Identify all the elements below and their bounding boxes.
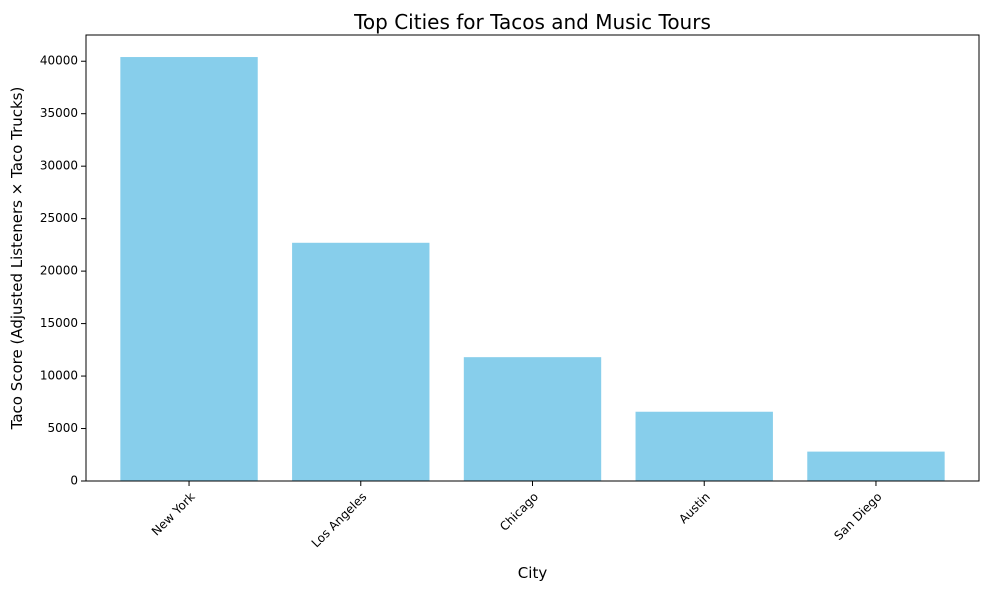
y-axis-label: Taco Score (Adjusted Listeners × Taco Tr…: [8, 87, 26, 431]
y-tick-label: 5000: [47, 421, 78, 435]
x-tick-label: Los Angeles: [309, 490, 370, 551]
bars-layer: [120, 57, 945, 481]
plot-frame: [85, 34, 980, 482]
bar-austin: [635, 411, 773, 481]
x-ticks: New York Los Angeles Chicago Austin San Dieg…: [149, 481, 885, 550]
y-tick-label: 20000: [40, 264, 78, 278]
bar-san-diego: [807, 451, 945, 481]
y-tick-label: 35000: [40, 106, 78, 120]
y-tick-label: 10000: [40, 369, 78, 383]
x-tick-label: San Diego: [831, 490, 884, 543]
bar-chicago: [463, 357, 602, 481]
y-tick-label: 25000: [40, 211, 78, 225]
y-tick-label: 15000: [40, 316, 78, 330]
y-tick-label: 0: [70, 474, 78, 488]
x-axis-label: City: [518, 564, 548, 582]
y-ticks: 0 5000 10000 15000 20000 25000 30000 35000 40000: [40, 54, 86, 488]
x-tick-label: Chicago: [497, 490, 541, 534]
x-tick-label: New York: [149, 490, 198, 539]
bar-new-york: [120, 57, 258, 481]
y-tick-label: 30000: [40, 159, 78, 173]
x-tick-label: Austin: [676, 490, 713, 527]
chart-title: Top Cities for Tacos and Music Tours: [353, 10, 711, 34]
y-tick-label: 40000: [40, 54, 78, 68]
bar-los-angeles: [292, 242, 430, 481]
